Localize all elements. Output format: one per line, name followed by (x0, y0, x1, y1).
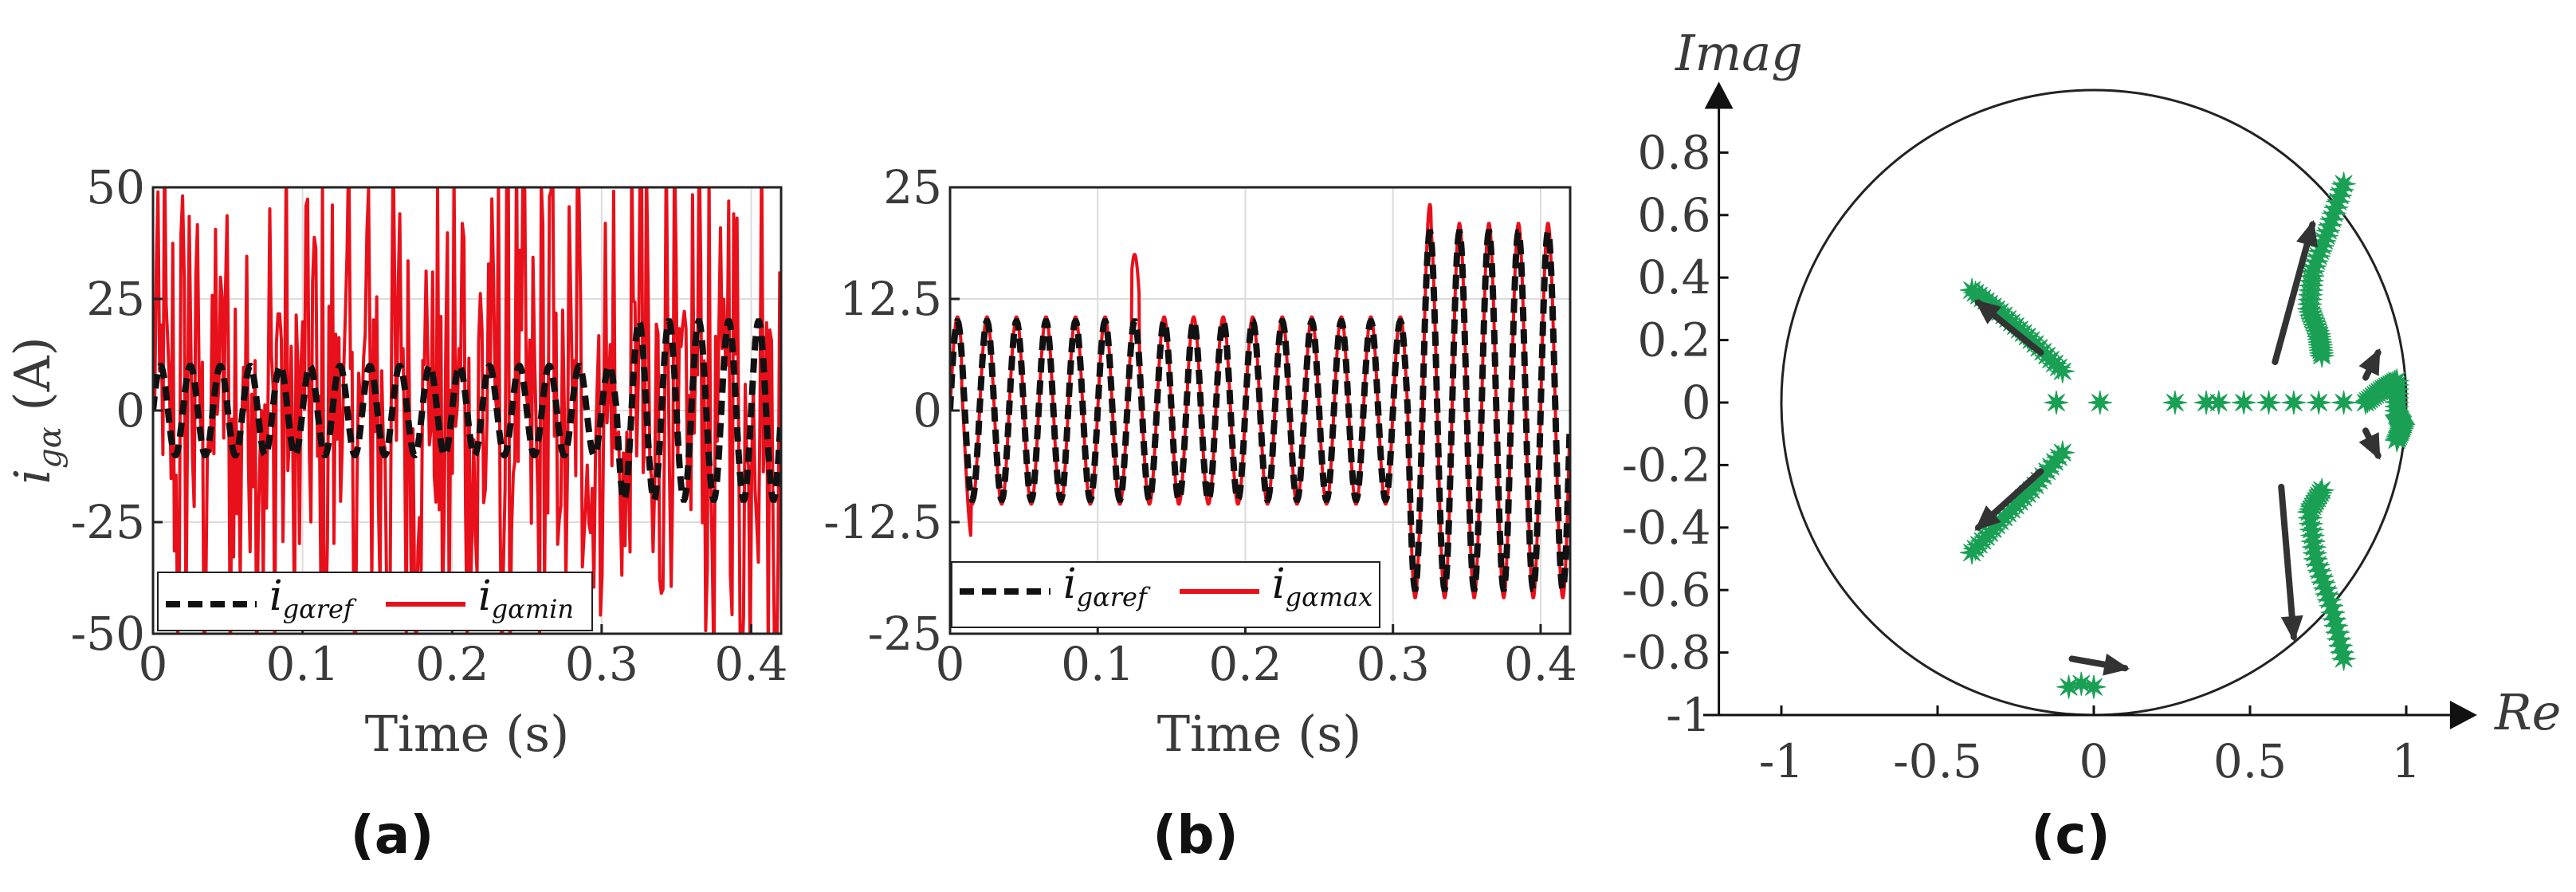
x-tick-label: 0.3 (1357, 637, 1430, 691)
x-tick-label: 0.4 (1504, 637, 1577, 691)
panel-c-xlabel: Re (2494, 683, 2561, 741)
panel-c-direction-arrows (1974, 219, 2382, 676)
x-tick-label: 0 (139, 637, 168, 691)
root-marker (2081, 674, 2107, 699)
y-tick-label: -12.5 (823, 495, 942, 549)
y-tick-label: -0.8 (1622, 626, 1711, 680)
panel-b-yticks: 25 12.5 0 -12.5 -25 (823, 160, 960, 661)
direction-arrowhead (2103, 653, 2130, 676)
y-tick-label: -0.6 (1622, 563, 1711, 617)
y-tick-label: -25 (71, 495, 145, 549)
panel-a: 50 25 0 -25 -50 0 0.1 0.2 0.3 0.4 igα (A) Time (… (3, 160, 788, 866)
root-marker (2256, 390, 2281, 415)
panel-b-series-igaref-line (950, 229, 1570, 592)
y-tick-label: -1 (1666, 688, 1711, 742)
root-marker (2385, 427, 2409, 453)
direction-arrowhead (1974, 299, 2002, 324)
root-marker (2307, 390, 2331, 415)
direction-arrowhead (1974, 505, 2001, 531)
y-tick-label: 0 (1682, 375, 1711, 430)
panel-a-legend-ref-label: igαref (269, 572, 357, 624)
y-tick-label: -0.2 (1622, 438, 1711, 492)
x-tick-label: -0.5 (1893, 734, 1982, 788)
panel-c: 0.80.60.40.20-0.2-0.4-0.6-0.8-1 -1 -0.5 0 0… (1622, 24, 2562, 866)
root-marker (2069, 671, 2094, 696)
panel-c-yticks: 0.8 0.6 0.4 0.2 0 -0.2 -0.4 -0.6 -0.8 -1 (1622, 125, 1729, 742)
panel-b-legend: igαref igαmax (951, 560, 1380, 628)
y-tick-label: -50 (71, 607, 145, 661)
root-marker (2162, 390, 2187, 415)
y-tick-label: 25 (883, 160, 942, 214)
y-tick-label: 50 (86, 160, 145, 214)
panel-a-legend-box (157, 572, 593, 631)
y-tick-label: 0.8 (1637, 125, 1710, 179)
y-tick-label: 0.6 (1637, 188, 1710, 242)
root-marker (2281, 390, 2306, 415)
x-tick-label: 0 (936, 637, 965, 691)
panel-b-label: (b) (1153, 804, 1239, 866)
root-marker (2331, 390, 2356, 415)
panel-c-imag-axis-arrowhead (1704, 81, 1734, 109)
direction-arrowhead (2280, 615, 2303, 642)
root-marker (2050, 440, 2075, 465)
x-tick-label: 0.5 (2213, 734, 2287, 788)
root-marker (2206, 390, 2231, 415)
x-tick-label: 0.4 (714, 637, 787, 691)
root-marker (2056, 674, 2081, 699)
y-tick-label: 0 (116, 383, 145, 438)
panel-b-legend-max-label: igαmax (1272, 560, 1372, 612)
y-tick-label: 0.4 (1637, 250, 1710, 305)
panel-a-series-igaref-line (153, 318, 781, 503)
root-marker (2310, 344, 2334, 368)
x-tick-label: 0.1 (265, 637, 339, 691)
x-tick-label: 0.2 (415, 637, 489, 691)
x-tick-label: 0 (2079, 734, 2109, 788)
panel-b-legend-box (951, 561, 1380, 628)
panel-a-xlabel: Time (s) (365, 705, 570, 763)
y-tick-label: 0.2 (1637, 313, 1710, 367)
direction-arrowhead (2358, 348, 2381, 376)
panel-a-legend-min-label: igαmin (478, 572, 574, 624)
root-marker (2331, 646, 2356, 671)
x-tick-label: -1 (1759, 734, 1804, 788)
y-tick-label: 0 (913, 383, 942, 438)
panel-a-legend: igαref igαmin (157, 572, 593, 631)
y-tick-label: 25 (86, 272, 145, 326)
panel-c-label: (c) (2031, 804, 2110, 866)
x-tick-label: 0.2 (1208, 637, 1282, 691)
x-tick-label: 0.3 (565, 637, 638, 691)
root-marker (2232, 390, 2256, 415)
panel-b-xlabel: Time (s) (1157, 705, 1362, 763)
panel-a-yticks: 50 25 0 -25 -50 (71, 160, 163, 661)
root-marker (2050, 359, 2075, 383)
direction-arrowhead (2358, 432, 2381, 461)
panel-b: 25 12.5 0 -12.5 -25 0 0.1 0.2 0.3 0.4 Time (s) i… (823, 160, 1577, 866)
panel-a-label: (a) (351, 804, 434, 866)
y-tick-label: 12.5 (839, 272, 942, 326)
panel-b-xticks: 0 0.1 0.2 0.3 0.4 (936, 624, 1577, 691)
panel-b-legend-ref-label: igαref (1063, 560, 1151, 612)
y-tick-label: -25 (868, 607, 942, 661)
panel-c-real-axis-arrowhead (2449, 701, 2477, 729)
panel-c-root-loci (1960, 171, 2416, 699)
x-tick-label: 1 (2392, 734, 2421, 788)
panel-c-ylabel: Imag (1675, 24, 1803, 82)
panel-a-ylabel: igα (A) (3, 336, 69, 484)
direction-arrow (2272, 221, 2316, 366)
root-marker (2087, 390, 2112, 415)
direction-arrow (2278, 483, 2297, 640)
panel-c-xticks: -1 -0.5 0 0.5 1 (1759, 705, 2421, 788)
x-tick-label: 0.1 (1061, 637, 1134, 691)
direction-arrowhead (2296, 219, 2319, 248)
y-tick-label: -0.4 (1622, 501, 1711, 555)
root-marker (2044, 390, 2069, 415)
